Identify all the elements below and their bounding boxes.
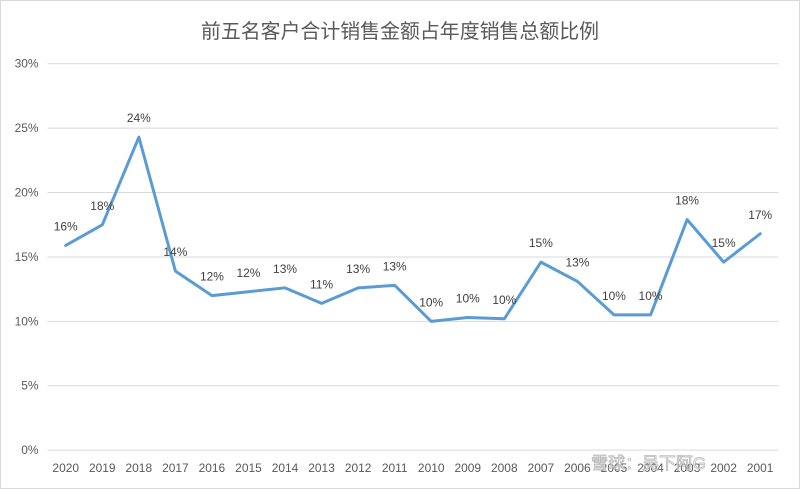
y-tick-label: 25%	[15, 121, 39, 135]
data-label: 13%	[383, 259, 407, 273]
x-tick-label: 2015	[235, 461, 262, 475]
x-tick-label: 2017	[162, 461, 189, 475]
data-label: 10%	[602, 289, 626, 303]
y-tick-label: 5%	[21, 379, 39, 393]
x-tick-label: 2019	[89, 461, 116, 475]
x-tick-label: 2003	[674, 461, 701, 475]
data-label: 13%	[565, 255, 589, 269]
y-tick-label: 30%	[15, 57, 39, 71]
x-tick-label: 2018	[126, 461, 153, 475]
data-label: 18%	[90, 199, 114, 213]
data-label: 12%	[237, 266, 261, 280]
data-label: 13%	[273, 262, 297, 276]
x-tick-label: 2008	[491, 461, 518, 475]
data-label: 13%	[346, 262, 370, 276]
data-label: 10%	[456, 292, 480, 306]
x-tick-label: 2002	[710, 461, 737, 475]
data-label: 14%	[163, 245, 187, 259]
data-label: 24%	[127, 111, 151, 125]
data-label: 12%	[200, 270, 224, 284]
data-label: 15%	[712, 236, 736, 250]
gridlines	[47, 63, 779, 451]
data-labels: 16% 18% 24% 14% 12% 12% 13% 11% 13% 13% 10% 10% 10% 1…	[54, 111, 773, 309]
x-tick-label: 2004	[637, 461, 664, 475]
data-label: 15%	[529, 236, 553, 250]
x-tick-label: 2011	[382, 461, 408, 475]
y-axis-ticks: 0% 5% 10% 15% 20% 25% 30%	[15, 57, 39, 457]
y-tick-label: 10%	[15, 314, 39, 328]
x-tick-label: 2007	[528, 461, 555, 475]
data-label: 11%	[310, 277, 333, 291]
data-label: 17%	[748, 208, 772, 222]
x-tick-label: 2014	[272, 461, 299, 475]
y-tick-label: 20%	[15, 186, 39, 200]
x-axis-ticks: 2020 2019 2018 2017 2016 2015 2014 2013 2012 2011…	[52, 461, 773, 475]
watermark: 雪球：吴下阿G	[591, 454, 706, 473]
x-tick-label: 2005	[601, 461, 628, 475]
x-tick-label: 2001	[747, 461, 774, 475]
y-tick-label: 0%	[21, 443, 39, 457]
data-label: 10%	[492, 293, 516, 307]
data-label: 16%	[54, 219, 78, 233]
data-label: 10%	[419, 295, 443, 309]
x-tick-label: 2013	[308, 461, 335, 475]
series	[64, 135, 762, 323]
x-tick-label: 2016	[199, 461, 226, 475]
x-tick-label: 2009	[454, 461, 481, 475]
x-tick-label: 2012	[345, 461, 372, 475]
data-label: 18%	[675, 194, 699, 208]
data-label: 10%	[639, 289, 663, 303]
x-tick-label: 2020	[52, 461, 79, 475]
x-tick-label: 2006	[564, 461, 591, 475]
series-line	[64, 135, 762, 323]
x-tick-label: 2010	[418, 461, 445, 475]
y-tick-label: 15%	[15, 250, 39, 264]
chart-title: 前五名客户合计销售金额占年度销售总额比例	[201, 20, 599, 43]
